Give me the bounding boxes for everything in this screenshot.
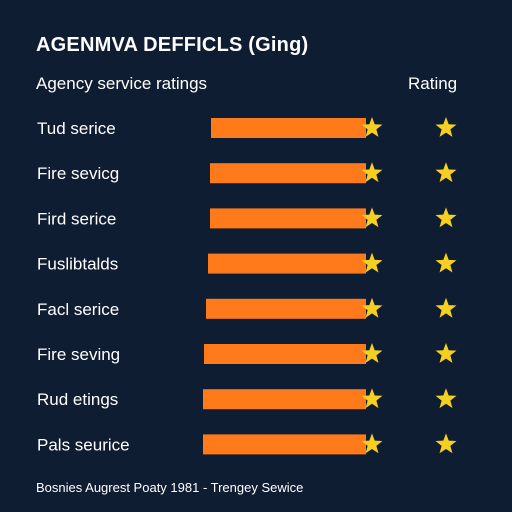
rating-star-icon [435,297,457,318]
bar-end-star-icon [361,388,383,409]
rating-header: Rating [408,74,458,93]
bar [211,118,366,138]
bar [206,298,366,319]
bar-end-star-icon [361,297,383,318]
bar-end-star-icon [361,343,383,363]
rating-star-icon [435,343,457,363]
bar [210,163,366,184]
rating-star-icon [435,433,457,454]
rating-star-icon [435,117,457,137]
bar [204,344,366,364]
chart-title: AGENMVA DEFFICLS (Ging) [36,34,309,56]
bar-end-star-icon [361,207,383,228]
bar [203,389,366,410]
bar-end-star-icon [361,162,383,183]
rating-star-icon [435,162,457,183]
category-label: Pals seurice [37,435,130,454]
category-label: Facl serice [37,300,119,319]
rating-star-icon [435,388,457,409]
bar [208,253,366,274]
bar [210,208,366,229]
bar [203,434,366,455]
category-label: Fire seving [37,345,120,364]
category-label: Fire sevicg [37,164,119,183]
rating-star-icon [435,252,457,273]
bar-end-star-icon [361,433,383,454]
bar-end-star-icon [361,117,383,137]
chart-footer: Bosnies Augrest Poaty 1981 - Trengey Sew… [36,480,304,495]
category-label: Tud serice [37,119,116,138]
category-label: Rud etings [37,390,118,409]
rating-star-icon [435,207,457,228]
category-label: Fuslibtalds [37,255,118,274]
category-header: Agency service ratings [36,74,208,93]
bar-end-star-icon [361,252,383,273]
category-label: Fird serice [37,209,116,228]
